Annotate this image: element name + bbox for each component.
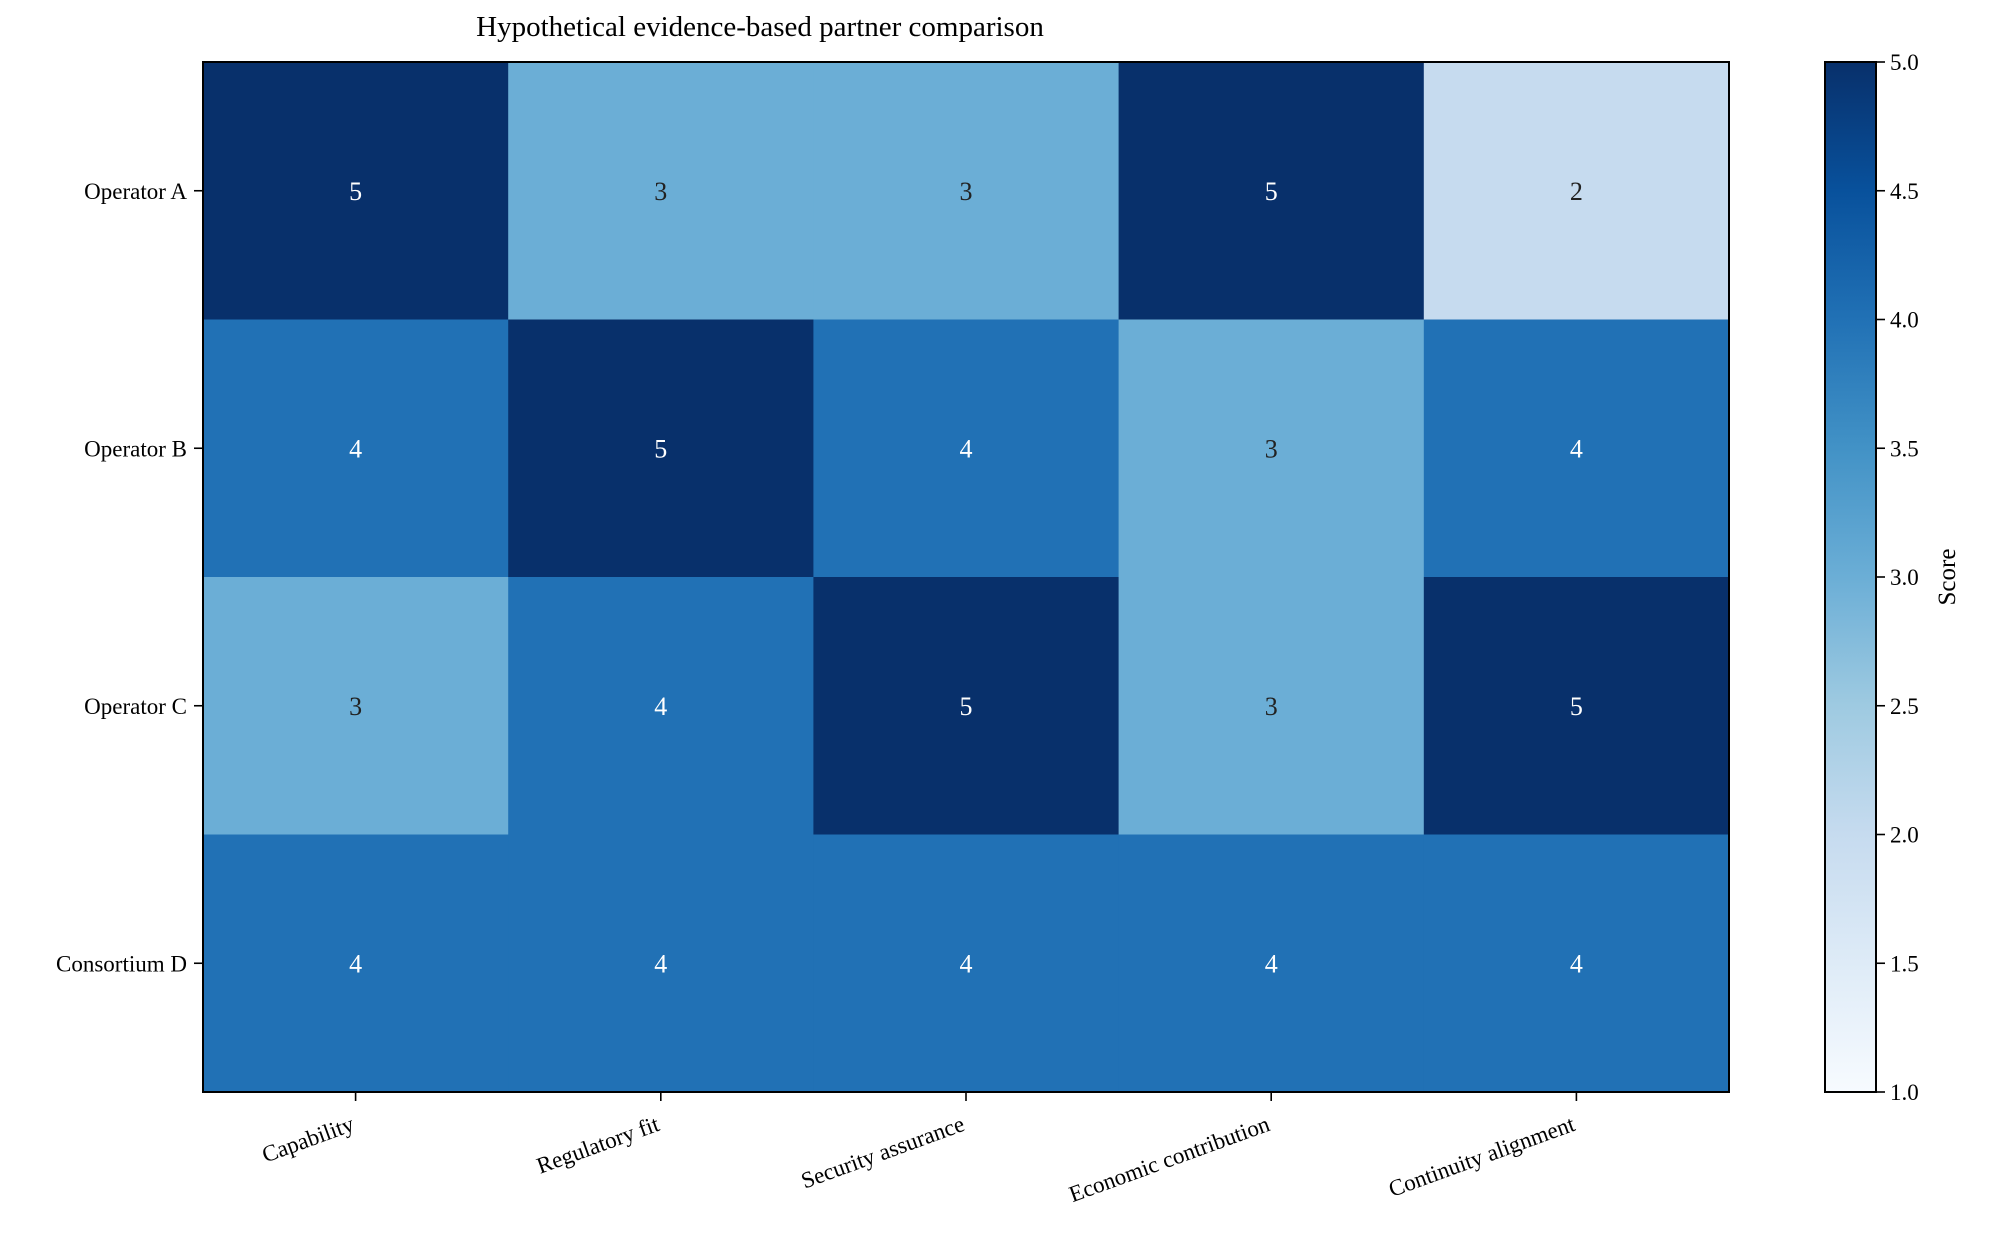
heatmap-cell: [1118, 62, 1425, 320]
column-label: Capability: [259, 1111, 358, 1167]
heatmap-cell: [1118, 319, 1425, 578]
heatmap-cell: [508, 62, 814, 320]
heatmap-cell: [508, 834, 814, 1093]
heatmap-cell: [203, 62, 509, 320]
cell-value-label: 3: [960, 177, 973, 206]
cell-value-label: 5: [960, 692, 973, 721]
colorbar-tick-label: 1.0: [1890, 1080, 1919, 1105]
chart-title: Hypothetical evidence-based partner comp…: [476, 11, 1044, 43]
heatmap-cell: [203, 834, 509, 1093]
cell-value-label: 5: [1570, 692, 1583, 721]
colorbar-tick-label: 4.0: [1890, 308, 1919, 333]
heatmap-cell: [813, 62, 1120, 320]
heatmap-cell: [508, 319, 814, 578]
colorbar-tick-label: 5.0: [1890, 50, 1919, 75]
cell-value-label: 4: [1265, 949, 1278, 978]
heatmap-cell: [1423, 62, 1730, 320]
heatmap-cells: [203, 62, 1730, 1093]
cell-value-label: 4: [654, 949, 667, 978]
heatmap-cell: [813, 834, 1120, 1093]
column-label: Security assurance: [798, 1111, 968, 1193]
colorbar: [1824, 61, 1877, 1093]
colorbar-tick-label: 1.5: [1890, 951, 1919, 976]
row-label: Operator C: [84, 694, 187, 719]
heatmap-cell: [1118, 577, 1425, 835]
row-tick-labels: Operator A Operator B Operator C Consortium…: [56, 179, 203, 976]
cell-value-label: 5: [349, 177, 362, 206]
heatmap-cell-labels: 5 3 3 5 2 4 5 4 3 4 3 4 5 3 5 4 4 4 4 4: [349, 177, 1583, 979]
heatmap-cell: [1423, 834, 1730, 1093]
row-label: Operator B: [84, 436, 187, 461]
heatmap-cell: [1423, 319, 1730, 578]
heatmap-cell: [813, 319, 1120, 578]
heatmap-cell: [203, 319, 509, 578]
colorbar-tick-label: 2.0: [1890, 823, 1919, 848]
column-tick-labels: Capability Regulatory fit Security assuran…: [259, 1092, 1579, 1207]
heatmap-cell: [1423, 577, 1730, 835]
cell-value-label: 5: [654, 434, 667, 463]
row-label: Operator A: [84, 179, 187, 204]
cell-value-label: 4: [349, 434, 362, 463]
colorbar-tick-label: 2.5: [1890, 694, 1919, 719]
colorbar-tick-label: 3.5: [1890, 436, 1919, 461]
cell-value-label: 5: [1265, 177, 1278, 206]
column-label: Continuity alignment: [1385, 1111, 1578, 1202]
cell-value-label: 4: [960, 434, 973, 463]
cell-value-label: 3: [1265, 434, 1278, 463]
row-label: Consortium D: [56, 951, 187, 976]
cell-value-label: 2: [1570, 177, 1583, 206]
cell-value-label: 3: [1265, 692, 1278, 721]
cell-value-label: 4: [960, 949, 973, 978]
colorbar-label: Score: [1934, 549, 1961, 606]
heatmap-cell: [508, 577, 814, 835]
cell-value-label: 4: [349, 949, 362, 978]
cell-value-label: 4: [1570, 949, 1583, 978]
heatmap-cell: [813, 577, 1120, 835]
colorbar-ticks: 1.0 1.5 2.0 2.5 3.0 3.5 4.0 4.5 5.0: [1876, 50, 1919, 1105]
heatmap-cell: [1118, 834, 1425, 1093]
cell-value-label: 4: [654, 692, 667, 721]
colorbar-tick-label: 3.0: [1890, 565, 1919, 590]
column-label: Regulatory fit: [533, 1111, 663, 1179]
cell-value-label: 3: [654, 177, 667, 206]
heatmap-cell: [203, 577, 509, 835]
column-label: Economic contribution: [1066, 1111, 1274, 1207]
cell-value-label: 4: [1570, 434, 1583, 463]
cell-value-label: 3: [349, 692, 362, 721]
colorbar-tick-label: 4.5: [1890, 179, 1919, 204]
